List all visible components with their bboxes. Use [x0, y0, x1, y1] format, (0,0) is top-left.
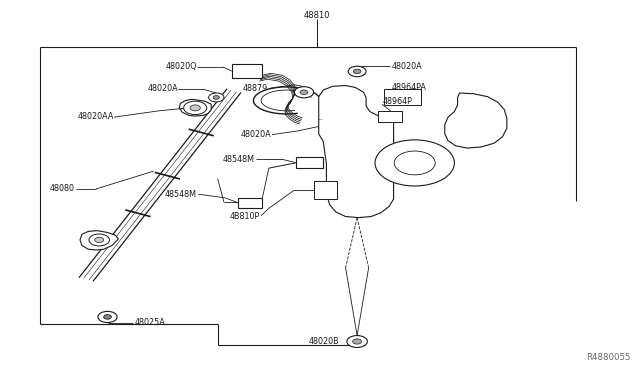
Polygon shape — [445, 93, 507, 148]
Circle shape — [353, 69, 361, 74]
Text: 48020A: 48020A — [392, 62, 422, 71]
Text: 48020Q: 48020Q — [166, 62, 197, 71]
Polygon shape — [319, 119, 434, 218]
Polygon shape — [80, 231, 118, 250]
Circle shape — [347, 336, 367, 347]
Circle shape — [209, 93, 224, 102]
Bar — [378, 111, 402, 122]
Circle shape — [190, 105, 200, 111]
Text: 48025A: 48025A — [134, 318, 165, 327]
Bar — [232, 64, 262, 78]
Circle shape — [300, 90, 308, 94]
Circle shape — [394, 151, 435, 175]
Bar — [238, 198, 262, 208]
Text: R4880055: R4880055 — [586, 353, 630, 362]
Circle shape — [294, 87, 314, 98]
Text: 48810: 48810 — [303, 12, 330, 20]
Circle shape — [95, 237, 104, 243]
Text: 4B810P: 4B810P — [230, 212, 260, 221]
Bar — [296, 157, 323, 168]
Text: 48548M: 48548M — [165, 190, 197, 199]
Text: 48879: 48879 — [243, 84, 268, 93]
Circle shape — [184, 101, 207, 115]
Text: 48020A: 48020A — [241, 130, 271, 139]
Circle shape — [104, 315, 111, 319]
Text: 48020A: 48020A — [147, 84, 178, 93]
Circle shape — [98, 311, 117, 323]
Text: 48020AA: 48020AA — [77, 112, 114, 121]
Polygon shape — [179, 99, 211, 116]
Text: 48964P: 48964P — [383, 97, 413, 106]
Circle shape — [375, 140, 454, 186]
Polygon shape — [319, 86, 394, 134]
Circle shape — [213, 96, 220, 99]
Text: 48548M: 48548M — [223, 155, 255, 164]
Text: 48080: 48080 — [49, 185, 74, 193]
Bar — [384, 89, 421, 105]
Text: 48964PA: 48964PA — [392, 83, 426, 92]
Circle shape — [348, 66, 366, 77]
Circle shape — [89, 234, 109, 246]
Bar — [314, 181, 337, 199]
Circle shape — [353, 339, 362, 344]
Text: 48020B: 48020B — [308, 337, 339, 346]
